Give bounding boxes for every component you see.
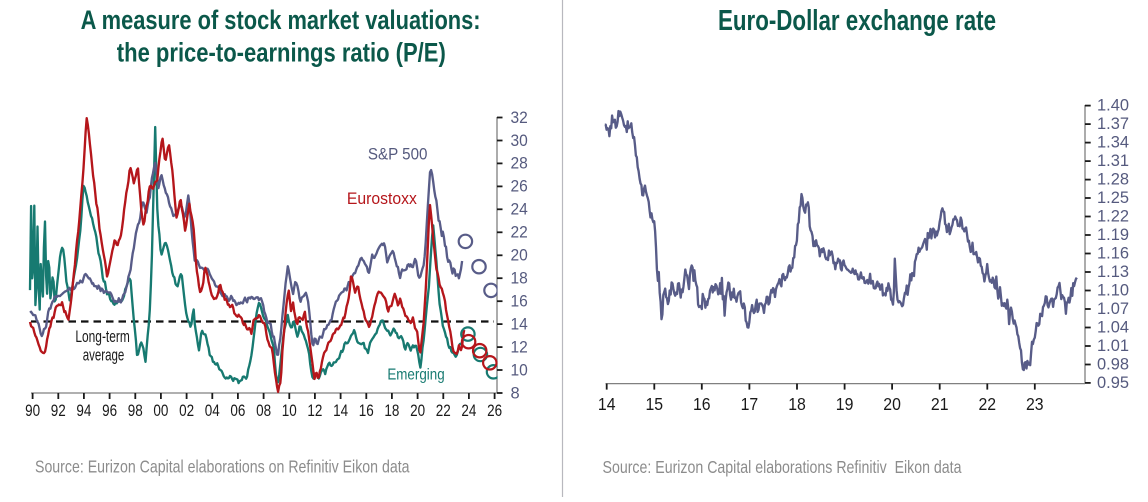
svg-text:92: 92 bbox=[51, 401, 66, 420]
svg-text:1.19: 1.19 bbox=[1097, 226, 1129, 244]
svg-text:20: 20 bbox=[511, 247, 528, 265]
svg-text:1.13: 1.13 bbox=[1097, 263, 1129, 281]
svg-text:Long-term: Long-term bbox=[75, 327, 129, 346]
svg-text:14: 14 bbox=[511, 315, 528, 333]
svg-text:Source: Eurizon Capital elabor: Source: Eurizon Capital elaborations on … bbox=[35, 457, 410, 477]
svg-text:Euro-Dollar exchange rate: Euro-Dollar exchange rate bbox=[718, 5, 996, 37]
svg-text:10: 10 bbox=[511, 361, 528, 379]
svg-text:Emerging: Emerging bbox=[387, 367, 444, 384]
svg-text:02: 02 bbox=[179, 401, 194, 420]
svg-text:98: 98 bbox=[128, 401, 143, 420]
svg-text:8: 8 bbox=[511, 384, 520, 402]
svg-text:1.04: 1.04 bbox=[1097, 319, 1129, 337]
svg-text:1.01: 1.01 bbox=[1097, 337, 1129, 355]
svg-text:90: 90 bbox=[25, 401, 40, 420]
svg-text:28: 28 bbox=[511, 155, 528, 173]
svg-text:22: 22 bbox=[436, 401, 451, 420]
svg-text:A measure of stock market valu: A measure of stock market valuations: bbox=[81, 5, 481, 35]
svg-text:94: 94 bbox=[76, 401, 91, 420]
svg-text:06: 06 bbox=[230, 401, 245, 420]
svg-text:08: 08 bbox=[256, 401, 271, 420]
svg-text:00: 00 bbox=[153, 401, 168, 420]
svg-text:0.98: 0.98 bbox=[1097, 356, 1129, 374]
svg-text:1.10: 1.10 bbox=[1097, 282, 1129, 300]
svg-text:Source: Eurizon Capital elabor: Source: Eurizon Capital elaborations Ref… bbox=[603, 457, 962, 477]
svg-text:10: 10 bbox=[282, 401, 297, 420]
svg-text:96: 96 bbox=[102, 401, 117, 420]
svg-text:Eurostoxx: Eurostoxx bbox=[347, 189, 417, 208]
svg-text:1.22: 1.22 bbox=[1097, 208, 1129, 226]
svg-text:1.40: 1.40 bbox=[1097, 97, 1129, 115]
svg-text:the price-to-earnings ratio (P: the price-to-earnings ratio (P/E) bbox=[117, 37, 446, 67]
svg-text:S&P 500: S&P 500 bbox=[368, 146, 428, 164]
svg-text:22: 22 bbox=[979, 394, 997, 414]
svg-text:1.16: 1.16 bbox=[1097, 245, 1129, 263]
svg-text:16: 16 bbox=[693, 394, 711, 414]
svg-text:30: 30 bbox=[511, 132, 528, 150]
svg-text:17: 17 bbox=[741, 394, 759, 414]
svg-text:1.31: 1.31 bbox=[1097, 152, 1129, 170]
svg-text:1.07: 1.07 bbox=[1097, 300, 1129, 318]
svg-text:16: 16 bbox=[359, 401, 374, 420]
svg-text:14: 14 bbox=[333, 401, 348, 420]
svg-text:04: 04 bbox=[205, 401, 220, 420]
svg-text:18: 18 bbox=[788, 394, 806, 414]
svg-text:18: 18 bbox=[384, 401, 399, 420]
svg-text:1.37: 1.37 bbox=[1097, 115, 1129, 133]
svg-text:14: 14 bbox=[598, 394, 616, 414]
svg-text:24: 24 bbox=[511, 201, 528, 219]
svg-text:22: 22 bbox=[511, 224, 528, 242]
svg-text:32: 32 bbox=[511, 109, 528, 127]
svg-text:12: 12 bbox=[511, 338, 528, 356]
svg-text:26: 26 bbox=[511, 178, 528, 196]
svg-text:0.95: 0.95 bbox=[1097, 374, 1129, 392]
svg-text:12: 12 bbox=[307, 401, 322, 420]
svg-text:average: average bbox=[83, 346, 125, 364]
svg-text:1.28: 1.28 bbox=[1097, 171, 1129, 189]
svg-text:18: 18 bbox=[511, 270, 528, 288]
svg-text:21: 21 bbox=[931, 394, 949, 414]
svg-text:1.34: 1.34 bbox=[1097, 134, 1129, 152]
svg-text:20: 20 bbox=[410, 401, 425, 420]
svg-text:1.25: 1.25 bbox=[1097, 189, 1129, 207]
svg-text:26: 26 bbox=[487, 401, 502, 420]
svg-text:15: 15 bbox=[646, 394, 664, 414]
svg-text:20: 20 bbox=[883, 394, 901, 414]
svg-text:23: 23 bbox=[1026, 394, 1044, 414]
svg-text:19: 19 bbox=[836, 394, 854, 414]
svg-text:16: 16 bbox=[511, 293, 528, 311]
svg-text:24: 24 bbox=[461, 401, 476, 420]
